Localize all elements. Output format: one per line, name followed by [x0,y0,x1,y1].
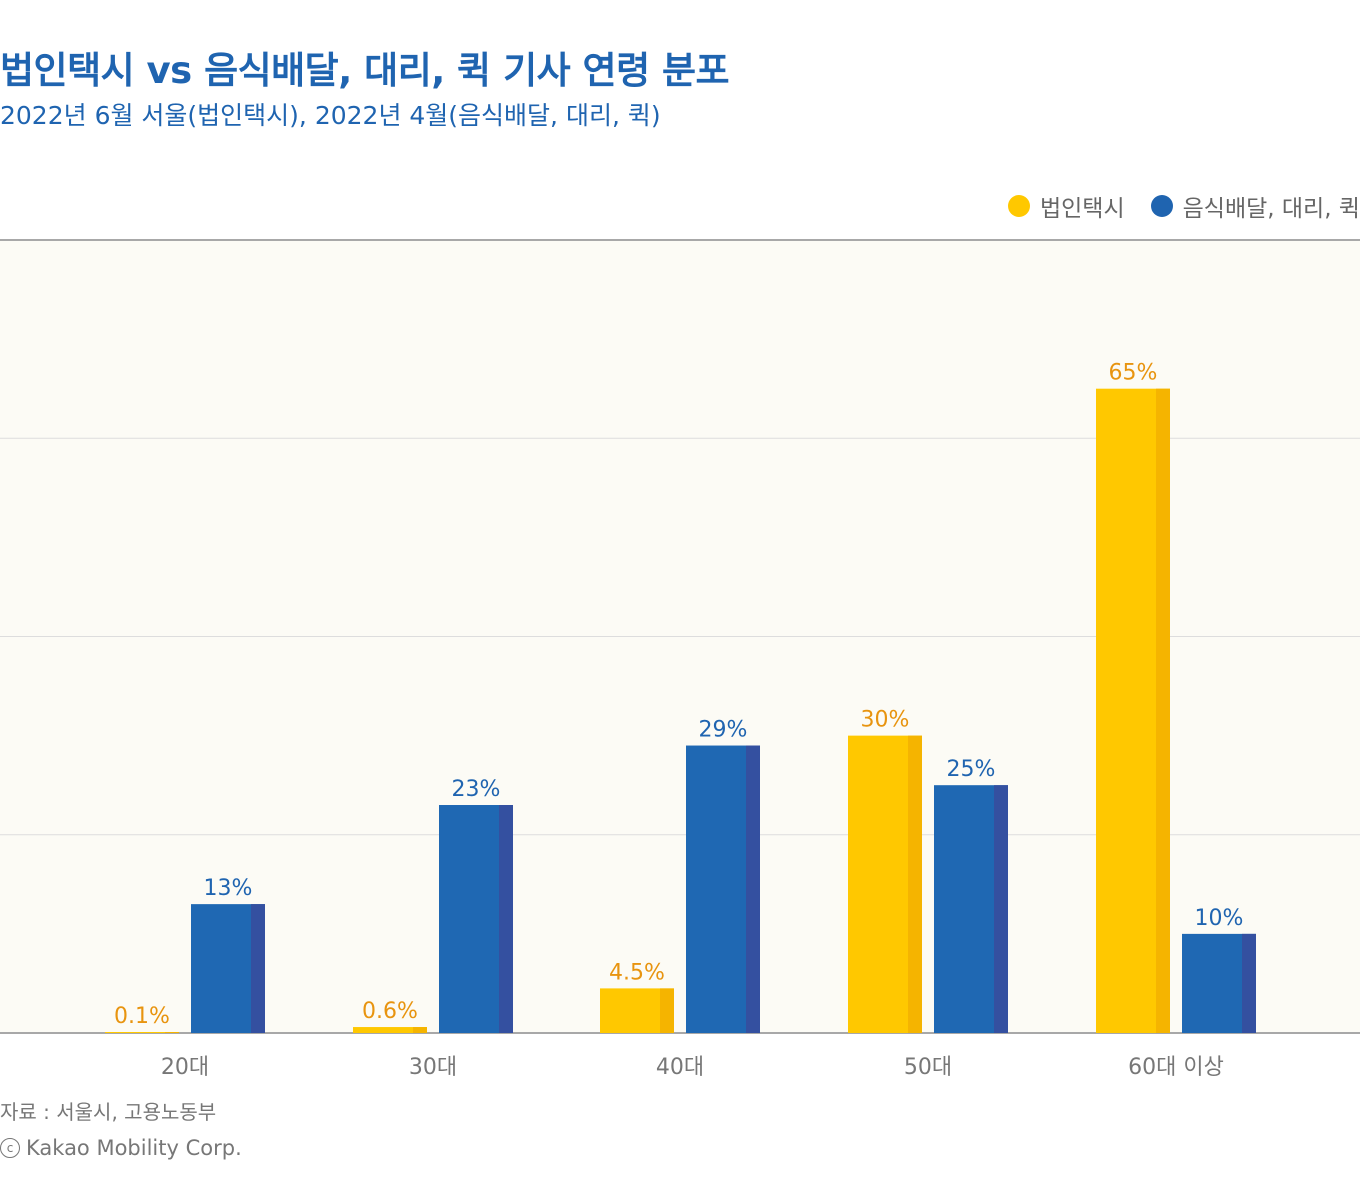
x-tick-label: 40대 [656,1055,704,1080]
data-label-delivery: 13% [204,876,253,901]
data-label-delivery: 10% [1195,906,1244,931]
bar-taxi [105,1032,179,1033]
bar-side-taxi [908,735,922,1033]
bar-side-taxi [165,1032,179,1033]
data-label-taxi: 0.1% [114,1004,170,1029]
data-label-taxi: 65% [1109,361,1158,386]
bar-side-taxi [660,988,674,1033]
x-tick-label: 60대 이상 [1128,1055,1224,1080]
bar-chart: 0.1% 13% 20대 0.6% 23% 30대 4.5% 29% 40대 30% 25% 50대 6… [0,239,1360,1080]
data-label-taxi: 30% [861,708,910,733]
copyright-text: Kakao Mobility Corp. [26,1136,242,1160]
x-tick-label: 50대 [904,1055,952,1080]
legend-dot-taxi [1007,195,1030,217]
legend-item-delivery: 음식배달, 대리, 퀵 [1150,189,1360,223]
legend-item-taxi: 법인택시 [1007,189,1125,223]
legend-label-delivery: 음식배달, 대리, 퀵 [1182,196,1360,222]
chart-title: 법인택시 vs 음식배달, 대리, 퀵 기사 연령 분포 [0,49,730,92]
bar-side-delivery [994,785,1008,1033]
bar-side-taxi [1156,388,1170,1033]
x-tick-label: 20대 [161,1055,209,1080]
legend: 법인택시 음식배달, 대리, 퀵 [1007,189,1360,223]
data-label-delivery: 29% [699,718,748,743]
bar-side-delivery [1242,933,1256,1033]
copyright-icon: c [0,1138,20,1158]
bar-side-delivery [251,904,265,1033]
chart-subtitle: 2022년 6월 서울(법인택시), 2022년 4월(음식배달, 대리, 퀵) [0,101,661,130]
bar-side-taxi [413,1027,427,1033]
legend-label-taxi: 법인택시 [1039,196,1125,222]
data-label-taxi: 0.6% [362,999,418,1024]
source-note: 자료 : 서울시, 고용노동부 [0,1100,217,1124]
x-tick-label: 30대 [409,1055,457,1080]
data-label-taxi: 4.5% [609,960,665,985]
bar-taxi [353,1027,427,1033]
bar-side-delivery [499,805,513,1033]
bar-side-delivery [746,745,760,1033]
data-label-delivery: 23% [452,777,501,802]
data-label-delivery: 25% [947,757,996,782]
copyright-note: c Kakao Mobility Corp. [0,1136,242,1160]
legend-dot-delivery [1150,195,1173,217]
